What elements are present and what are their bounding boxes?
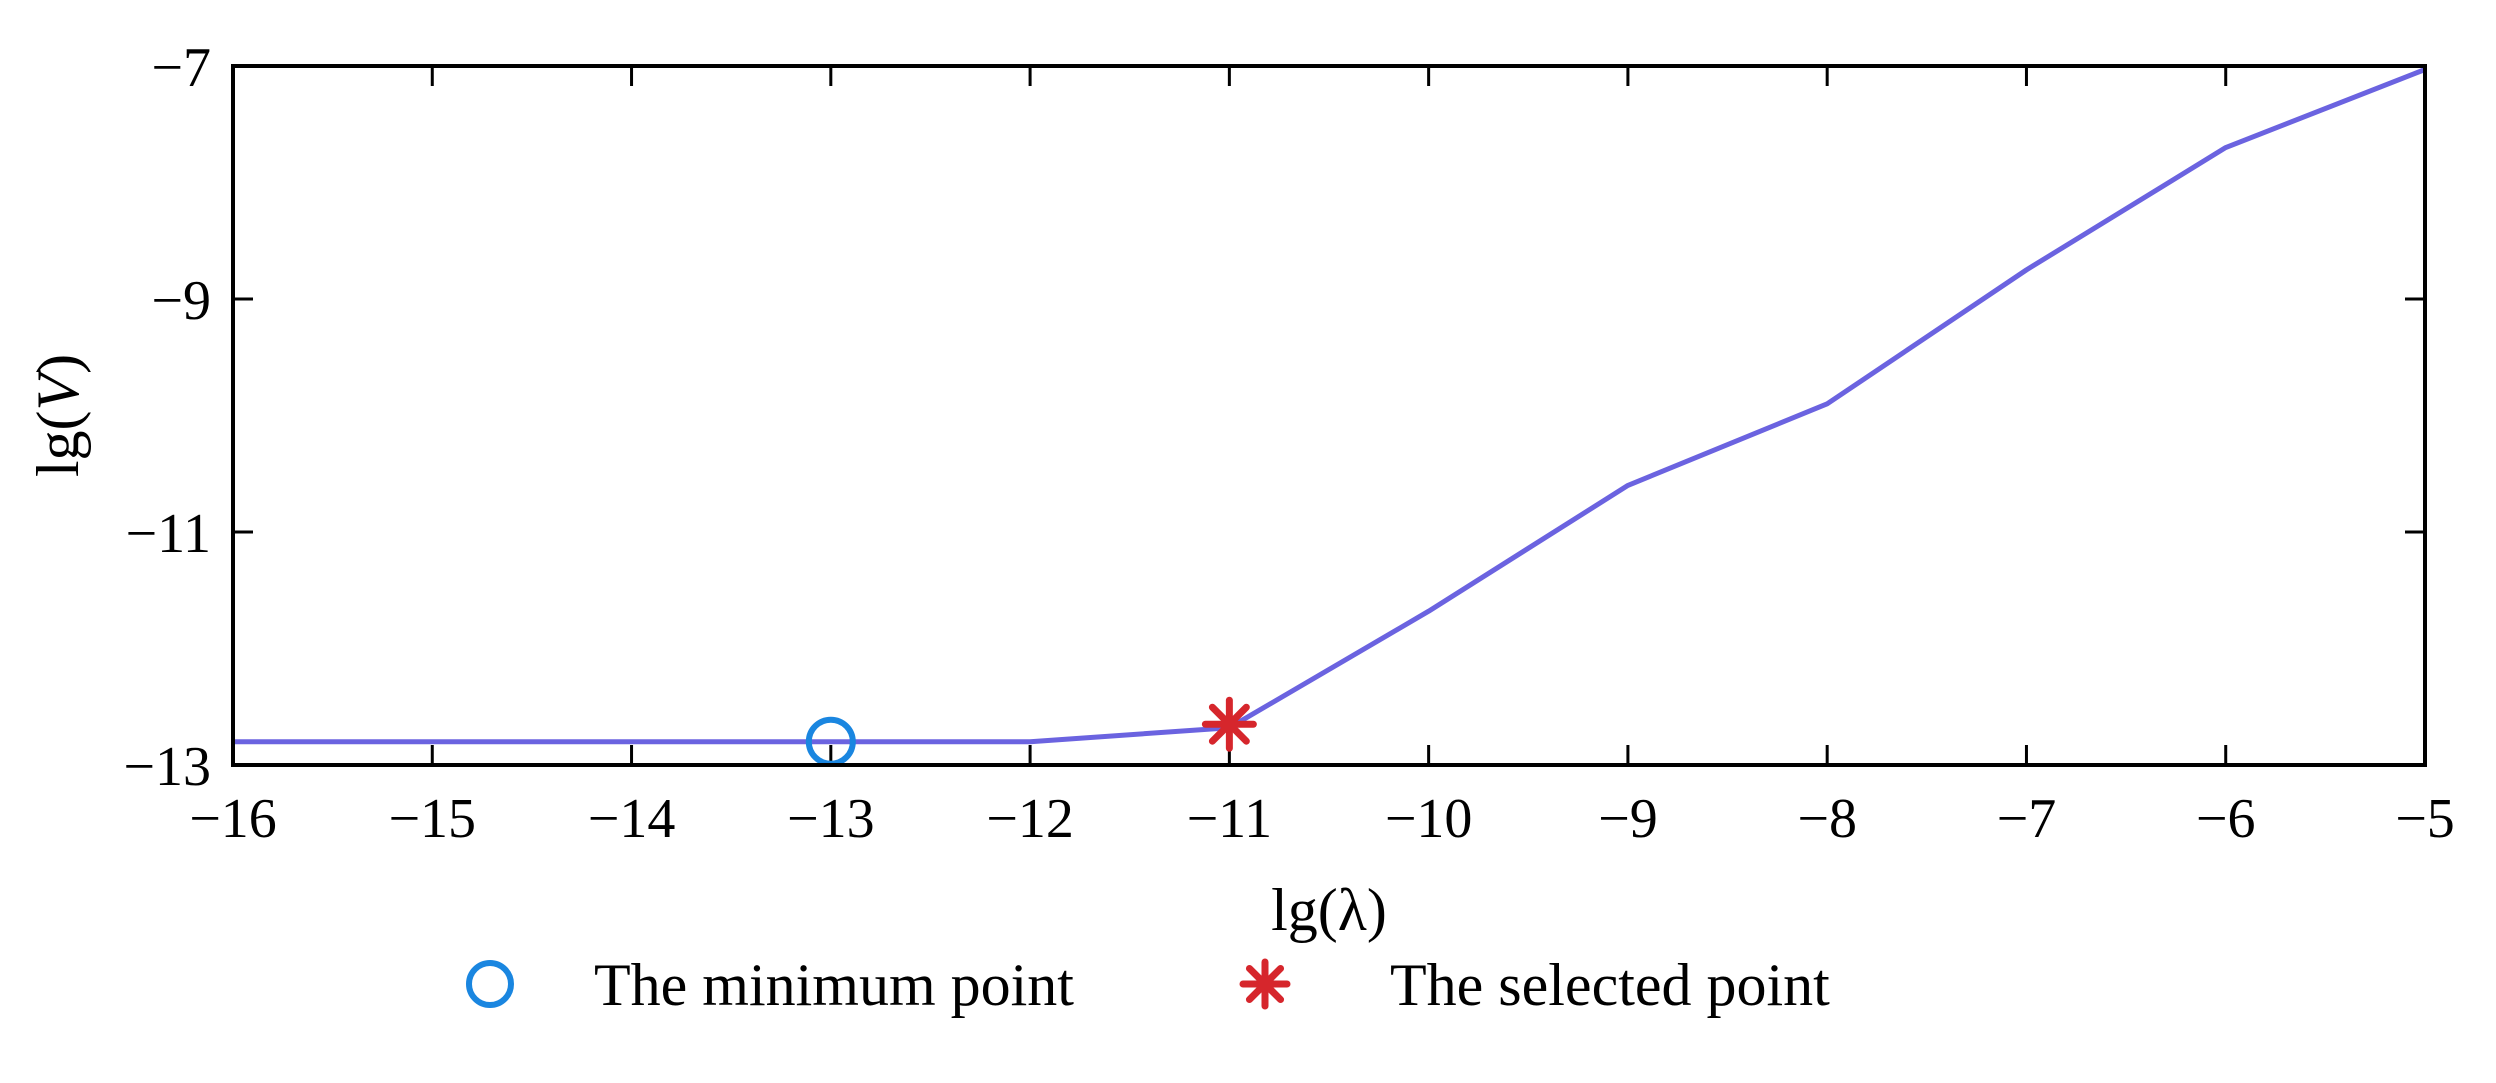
x-tick-label-7: −9 bbox=[1598, 788, 1658, 850]
selected-point-marker bbox=[1201, 696, 1257, 752]
x-tick-label-11: −5 bbox=[2395, 788, 2455, 850]
asterisk-stroke-legend1-3 bbox=[1245, 964, 1285, 1004]
legend-minimum-label: The minimum point bbox=[594, 952, 1074, 1018]
series-line bbox=[233, 67, 2426, 745]
x-axis-label: lg(λ) bbox=[1271, 877, 1387, 943]
x-tick-label-2: −14 bbox=[588, 788, 676, 850]
x-tick-label-1: −15 bbox=[388, 788, 476, 850]
y-tick-labels: −13 −11 −9 −7 bbox=[123, 37, 211, 798]
circle-marker-shape-legend0 bbox=[466, 960, 514, 1008]
plot-frame bbox=[231, 64, 2427, 767]
x-tick-label-10: −6 bbox=[2196, 788, 2256, 850]
legend-selected-symbol bbox=[1239, 958, 1291, 1010]
asterisk-stroke-1-3 bbox=[1208, 703, 1250, 745]
y-tick-label-1: −11 bbox=[125, 503, 211, 565]
y-axis-label-suffix: ) bbox=[25, 354, 91, 374]
y-tick-label-2: −9 bbox=[151, 270, 211, 332]
legend-selected-label: The selected point bbox=[1390, 952, 1830, 1018]
y-axis-label-var: V bbox=[25, 367, 91, 410]
x-tick-label-3: −13 bbox=[787, 788, 875, 850]
legend: The minimum point The selected point bbox=[466, 952, 1830, 1018]
x-tick-label-8: −8 bbox=[1797, 788, 1857, 850]
x-tick-label-4: −12 bbox=[986, 788, 1074, 850]
y-axis-label: lg(V) bbox=[25, 354, 91, 477]
legend-minimum-symbol bbox=[466, 960, 514, 1008]
x-tick-label-0: −16 bbox=[189, 788, 277, 850]
x-tick-label-9: −7 bbox=[1997, 788, 2057, 850]
ticks-layer bbox=[231, 64, 2427, 767]
y-tick-label-3: −7 bbox=[151, 37, 211, 99]
y-axis-label-prefix: lg( bbox=[25, 410, 91, 477]
x-tick-label-5: −11 bbox=[1187, 788, 1273, 850]
x-tick-labels: −16 −15 −14 −13 −12 −11 −10 −9 −8 −7 −6 −5 bbox=[189, 788, 2455, 850]
x-tick-label-6: −10 bbox=[1385, 788, 1473, 850]
y-tick-label-0: −13 bbox=[123, 736, 211, 798]
